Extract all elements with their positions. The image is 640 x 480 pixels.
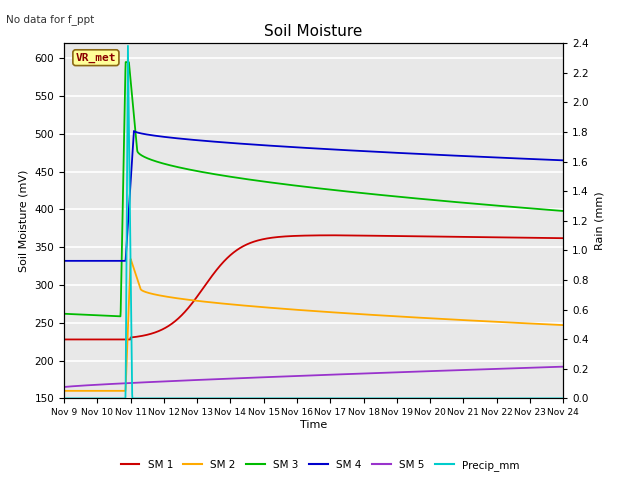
Title: Soil Moisture: Soil Moisture	[264, 24, 363, 39]
SM 3	[303, 184, 311, 190]
SM 3	[122, 59, 129, 65]
SM 2	[454, 317, 461, 323]
SM 4	[454, 153, 461, 158]
Precip_mm	[545, 396, 552, 401]
Precip_mm	[290, 396, 298, 401]
SM 1	[326, 232, 334, 238]
SM 1	[303, 233, 310, 239]
Line: Precip_mm: Precip_mm	[64, 46, 563, 398]
Line: SM 5: SM 5	[64, 367, 563, 387]
Line: SM 2: SM 2	[64, 259, 563, 391]
SM 2	[545, 322, 552, 327]
SM 1	[454, 234, 461, 240]
Precip_mm	[454, 396, 461, 401]
SM 4	[559, 157, 567, 163]
Precip_mm	[86, 396, 93, 401]
SM 4	[545, 157, 553, 163]
Precip_mm	[545, 396, 553, 401]
SM 3	[60, 311, 68, 317]
Line: SM 3: SM 3	[64, 62, 563, 316]
SM 3	[86, 312, 93, 318]
SM 1	[60, 336, 68, 342]
SM 1	[290, 233, 298, 239]
Text: VR_met: VR_met	[76, 53, 116, 63]
SM 2	[86, 388, 93, 394]
SM 4	[303, 145, 311, 151]
SM 4	[130, 128, 138, 134]
SM 4	[290, 144, 298, 150]
SM 5	[60, 384, 68, 390]
SM 3	[545, 207, 553, 213]
SM 1	[545, 235, 552, 241]
SM 1	[559, 235, 567, 241]
Line: SM 4: SM 4	[64, 131, 563, 261]
SM 5	[545, 364, 552, 370]
Precip_mm	[60, 396, 68, 401]
X-axis label: Time: Time	[300, 420, 327, 430]
Text: No data for f_ppt: No data for f_ppt	[6, 14, 95, 25]
Precip_mm	[303, 396, 311, 401]
SM 2	[559, 322, 567, 328]
Legend: SM 1, SM 2, SM 3, SM 4, SM 5, Precip_mm: SM 1, SM 2, SM 3, SM 4, SM 5, Precip_mm	[116, 456, 524, 475]
Line: SM 1: SM 1	[64, 235, 563, 339]
SM 3	[290, 182, 298, 188]
SM 1	[86, 336, 93, 342]
Precip_mm	[124, 43, 132, 48]
SM 5	[453, 367, 461, 373]
SM 1	[545, 235, 553, 241]
SM 5	[290, 373, 298, 379]
SM 4	[545, 157, 552, 163]
Precip_mm	[559, 396, 567, 401]
SM 3	[454, 199, 461, 205]
SM 5	[545, 364, 552, 370]
SM 2	[127, 256, 134, 262]
SM 2	[545, 322, 553, 327]
SM 3	[559, 208, 567, 214]
SM 5	[559, 364, 567, 370]
SM 5	[303, 373, 310, 379]
SM 2	[290, 307, 298, 312]
SM 2	[60, 388, 68, 394]
SM 3	[545, 207, 553, 213]
SM 5	[86, 382, 93, 388]
SM 3	[116, 313, 124, 319]
Y-axis label: Rain (mm): Rain (mm)	[595, 192, 604, 250]
SM 2	[303, 308, 311, 313]
SM 4	[86, 258, 93, 264]
Y-axis label: Soil Moisture (mV): Soil Moisture (mV)	[19, 169, 29, 272]
SM 4	[60, 258, 68, 264]
